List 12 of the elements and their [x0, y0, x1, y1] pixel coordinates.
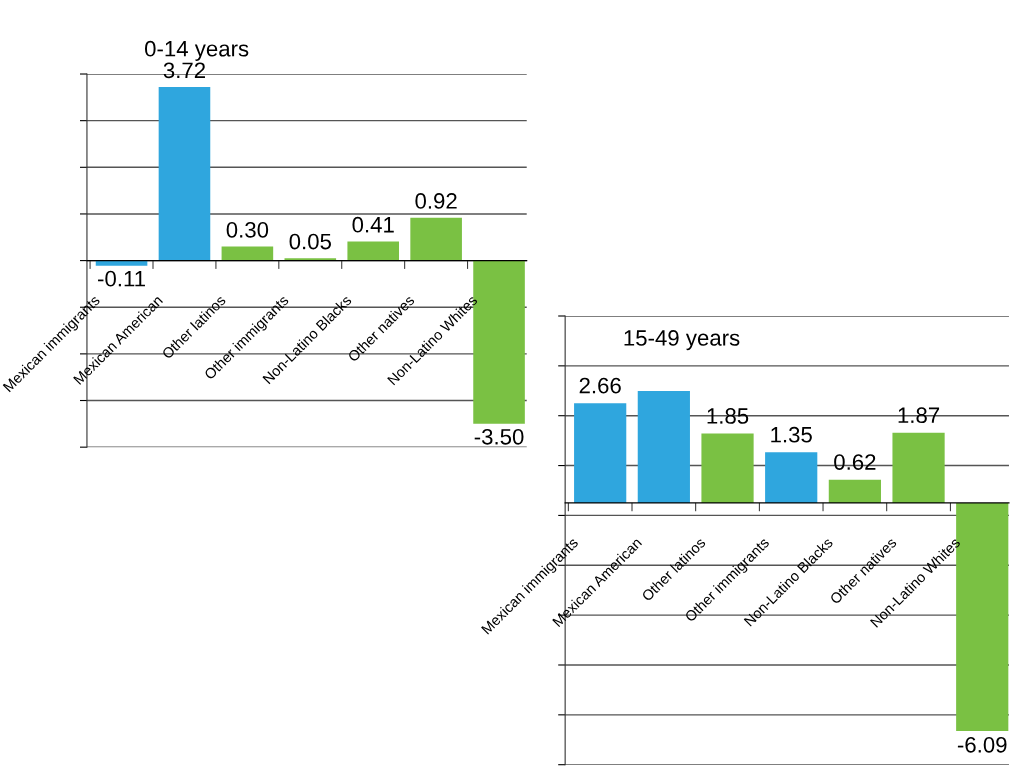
data-label: 0.41	[352, 216, 394, 233]
data-label: 0.92	[415, 193, 457, 209]
data-label: 2.66	[579, 377, 621, 394]
data-label: -3.50	[474, 428, 524, 445]
data-label: -0.11	[98, 270, 145, 287]
data-label: 0.05	[289, 233, 331, 250]
data-label: -6.09	[957, 736, 1007, 753]
data-label: 3.72	[163, 62, 205, 79]
data-label: 1.35	[771, 426, 812, 443]
chart-title: 0-14 years	[144, 40, 249, 61]
chart-title: 15-49 years	[624, 330, 740, 351]
data-label: 0.30	[226, 221, 269, 238]
